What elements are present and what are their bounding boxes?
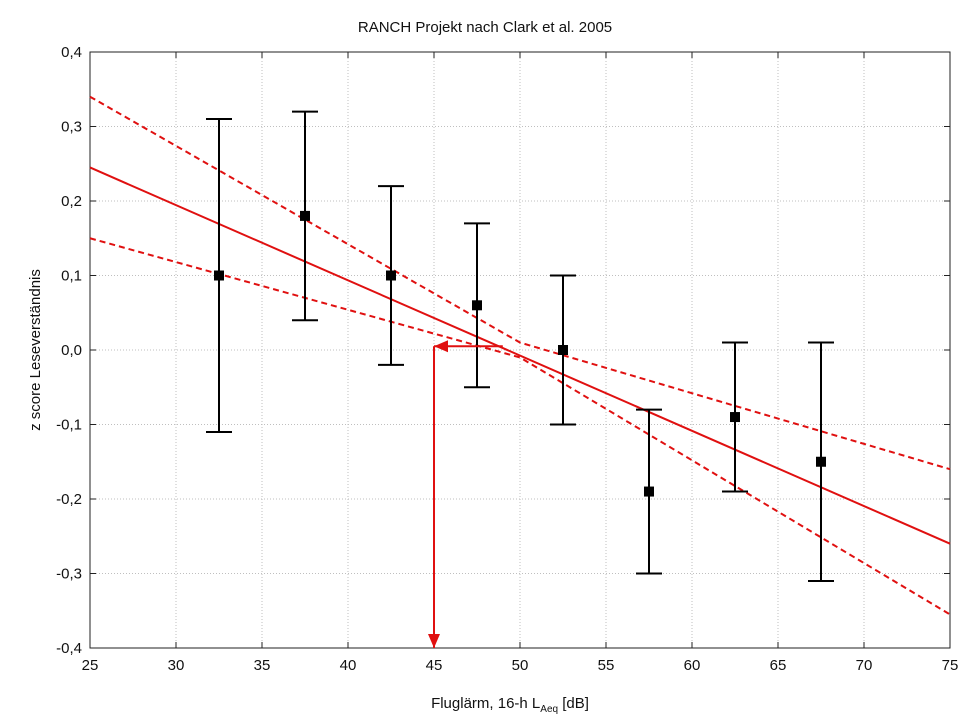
confidence-band-upper bbox=[89, 95, 951, 471]
x-axis-ticks: 25 30 35 40 45 50 55 60 65 70 75 bbox=[82, 52, 959, 674]
x-tick-label: 70 bbox=[856, 657, 873, 674]
x-tick-label: 55 bbox=[598, 657, 615, 674]
chart-title: RANCH Projekt nach Clark et al. 2005 bbox=[358, 19, 612, 36]
regression-lines bbox=[89, 95, 951, 616]
y-tick-label: 0,2 bbox=[61, 193, 82, 210]
data-points bbox=[214, 210, 826, 497]
y-axis-label: z score Leseverständnis bbox=[27, 269, 44, 431]
x-tick-label: 60 bbox=[684, 657, 701, 674]
data-point bbox=[558, 345, 568, 355]
annotation-arrow-head bbox=[434, 340, 448, 353]
x-tick-label: 45 bbox=[426, 657, 443, 674]
annotation-arrows bbox=[428, 340, 503, 648]
y-tick-label: 0,0 bbox=[61, 342, 82, 359]
y-tick-label: -0,2 bbox=[56, 491, 82, 508]
y-tick-label: 0,1 bbox=[61, 268, 82, 285]
data-point bbox=[472, 300, 482, 311]
x-axis-label-unit: [dB] bbox=[558, 695, 589, 712]
y-tick-label: 0,3 bbox=[61, 119, 82, 136]
data-point bbox=[300, 210, 310, 221]
regression-line bbox=[89, 166, 951, 545]
grid bbox=[90, 52, 950, 648]
x-axis-label: Fluglärm, 16-h LAeq [dB] bbox=[431, 695, 589, 715]
data-point bbox=[644, 486, 654, 497]
y-tick-label: 0,4 bbox=[61, 44, 82, 61]
y-tick-label: -0,3 bbox=[56, 566, 82, 583]
x-tick-label: 75 bbox=[942, 657, 959, 674]
data-point bbox=[386, 270, 396, 281]
x-tick-label: 40 bbox=[340, 657, 357, 674]
x-tick-label: 35 bbox=[254, 657, 271, 674]
x-axis-label-main: Fluglärm, 16-h L bbox=[431, 695, 540, 712]
confidence-band-lower bbox=[89, 237, 951, 616]
annotation-arrow-head bbox=[428, 634, 440, 648]
data-point bbox=[816, 456, 826, 467]
x-tick-label: 25 bbox=[82, 657, 99, 674]
x-axis-label-subscript: Aeq bbox=[540, 704, 558, 715]
x-tick-label: 30 bbox=[168, 657, 185, 674]
y-tick-label: -0,4 bbox=[56, 640, 82, 657]
data-point bbox=[214, 270, 224, 281]
y-tick-label: -0,1 bbox=[56, 417, 82, 434]
y-axis-ticks: 0,4 0,3 0,2 0,1 0,0 -0,1 -0,2 -0,3 -0,4 bbox=[56, 44, 950, 657]
data-point bbox=[730, 412, 740, 423]
x-tick-label: 50 bbox=[512, 657, 529, 674]
x-tick-label: 65 bbox=[770, 657, 787, 674]
